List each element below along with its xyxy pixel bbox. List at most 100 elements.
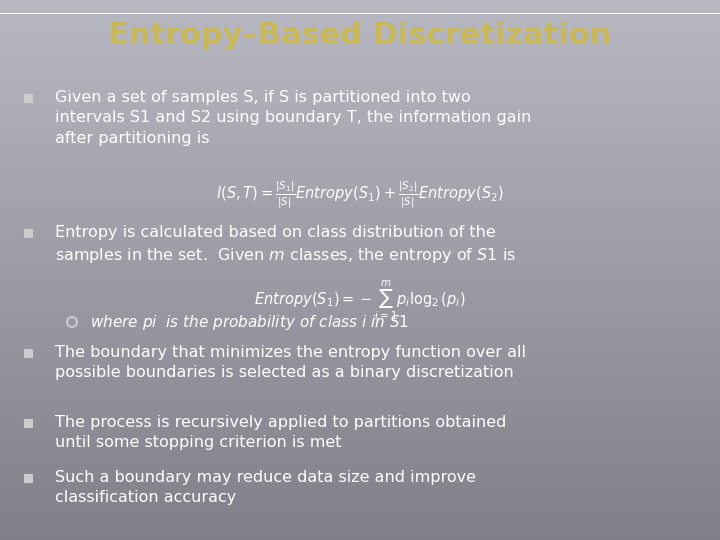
Bar <box>24 419 32 427</box>
Bar <box>0 16 720 19</box>
Bar <box>0 94 720 97</box>
Bar <box>0 448 720 451</box>
Bar <box>0 68 720 70</box>
Bar <box>0 486 720 489</box>
Bar <box>0 181 720 184</box>
Bar <box>0 3 720 5</box>
Bar <box>0 510 720 513</box>
Bar <box>0 186 720 189</box>
Bar <box>0 467 720 470</box>
Bar <box>0 400 720 402</box>
Bar <box>0 165 720 167</box>
Bar <box>0 30 720 32</box>
Bar <box>0 518 720 521</box>
Bar <box>0 354 720 356</box>
Bar <box>0 254 720 256</box>
Bar <box>0 373 720 375</box>
Bar <box>0 35 720 38</box>
Bar <box>0 332 720 335</box>
Bar <box>0 84 720 86</box>
Bar <box>0 310 720 313</box>
Bar <box>0 394 720 397</box>
Bar <box>0 529 720 532</box>
Bar <box>0 464 720 467</box>
Bar <box>0 294 720 297</box>
Bar <box>0 427 720 429</box>
Bar <box>0 256 720 259</box>
Bar <box>0 389 720 392</box>
Bar <box>0 216 720 219</box>
Bar <box>0 43 720 46</box>
Bar <box>0 437 720 440</box>
Bar <box>0 535 720 537</box>
Bar <box>0 238 720 240</box>
Bar <box>0 262 720 265</box>
Bar <box>0 356 720 359</box>
Bar <box>0 273 720 275</box>
Bar <box>0 189 720 192</box>
Bar <box>0 146 720 148</box>
Bar <box>0 73 720 76</box>
Bar <box>0 491 720 494</box>
Bar <box>0 508 720 510</box>
Bar <box>0 219 720 221</box>
Bar <box>0 526 720 529</box>
Bar <box>0 324 720 327</box>
Bar <box>0 313 720 316</box>
Bar <box>0 140 720 143</box>
Bar <box>0 46 720 49</box>
Bar <box>0 489 720 491</box>
Bar <box>0 500 720 502</box>
Bar <box>0 424 720 427</box>
Bar <box>0 367 720 370</box>
Bar <box>0 402 720 405</box>
Bar <box>0 176 720 178</box>
Bar <box>0 157 720 159</box>
Bar <box>0 202 720 205</box>
Bar <box>0 127 720 130</box>
Text: $Entropy(S_1) = -\sum_{i=1}^{m} p_i \log_2(p_i)$: $Entropy(S_1) = -\sum_{i=1}^{m} p_i \log… <box>254 279 466 322</box>
Bar <box>0 19 720 22</box>
Bar <box>0 305 720 308</box>
Text: Given a set of samples S, if S is partitioned into two
intervals S1 and S2 using: Given a set of samples S, if S is partit… <box>55 90 531 146</box>
Bar <box>0 230 720 232</box>
Bar <box>0 213 720 216</box>
Bar <box>0 151 720 154</box>
Bar <box>0 321 720 324</box>
Bar <box>0 184 720 186</box>
Bar <box>0 159 720 162</box>
Bar <box>0 205 720 208</box>
Bar <box>0 316 720 319</box>
Bar <box>0 105 720 108</box>
Bar <box>0 86 720 89</box>
Bar <box>0 57 720 59</box>
Bar <box>0 440 720 443</box>
Bar <box>0 284 720 286</box>
Bar <box>0 289 720 292</box>
Bar <box>0 329 720 332</box>
Bar <box>0 135 720 138</box>
Text: $I(S,T) = \frac{|S_1|}{|S|} Entropy(S_1) + \frac{|S_2|}{|S|} Entropy(S_2)$: $I(S,T) = \frac{|S_1|}{|S|} Entropy(S_1)… <box>216 180 504 210</box>
Bar <box>0 451 720 454</box>
Bar <box>0 51 720 54</box>
Bar <box>0 103 720 105</box>
Bar <box>0 49 720 51</box>
Bar <box>0 59 720 62</box>
Bar <box>0 532 720 535</box>
Bar <box>0 302 720 305</box>
Bar <box>0 435 720 437</box>
Bar <box>0 408 720 410</box>
Bar <box>0 335 720 338</box>
Bar <box>0 521 720 524</box>
Bar <box>0 240 720 243</box>
Bar <box>0 505 720 508</box>
Bar <box>0 513 720 516</box>
Bar <box>0 11 720 14</box>
Bar <box>0 227 720 229</box>
Bar <box>0 359 720 362</box>
Bar <box>0 40 720 43</box>
Bar <box>0 65 720 68</box>
Bar <box>0 516 720 518</box>
Bar <box>0 470 720 472</box>
Bar <box>0 472 720 475</box>
